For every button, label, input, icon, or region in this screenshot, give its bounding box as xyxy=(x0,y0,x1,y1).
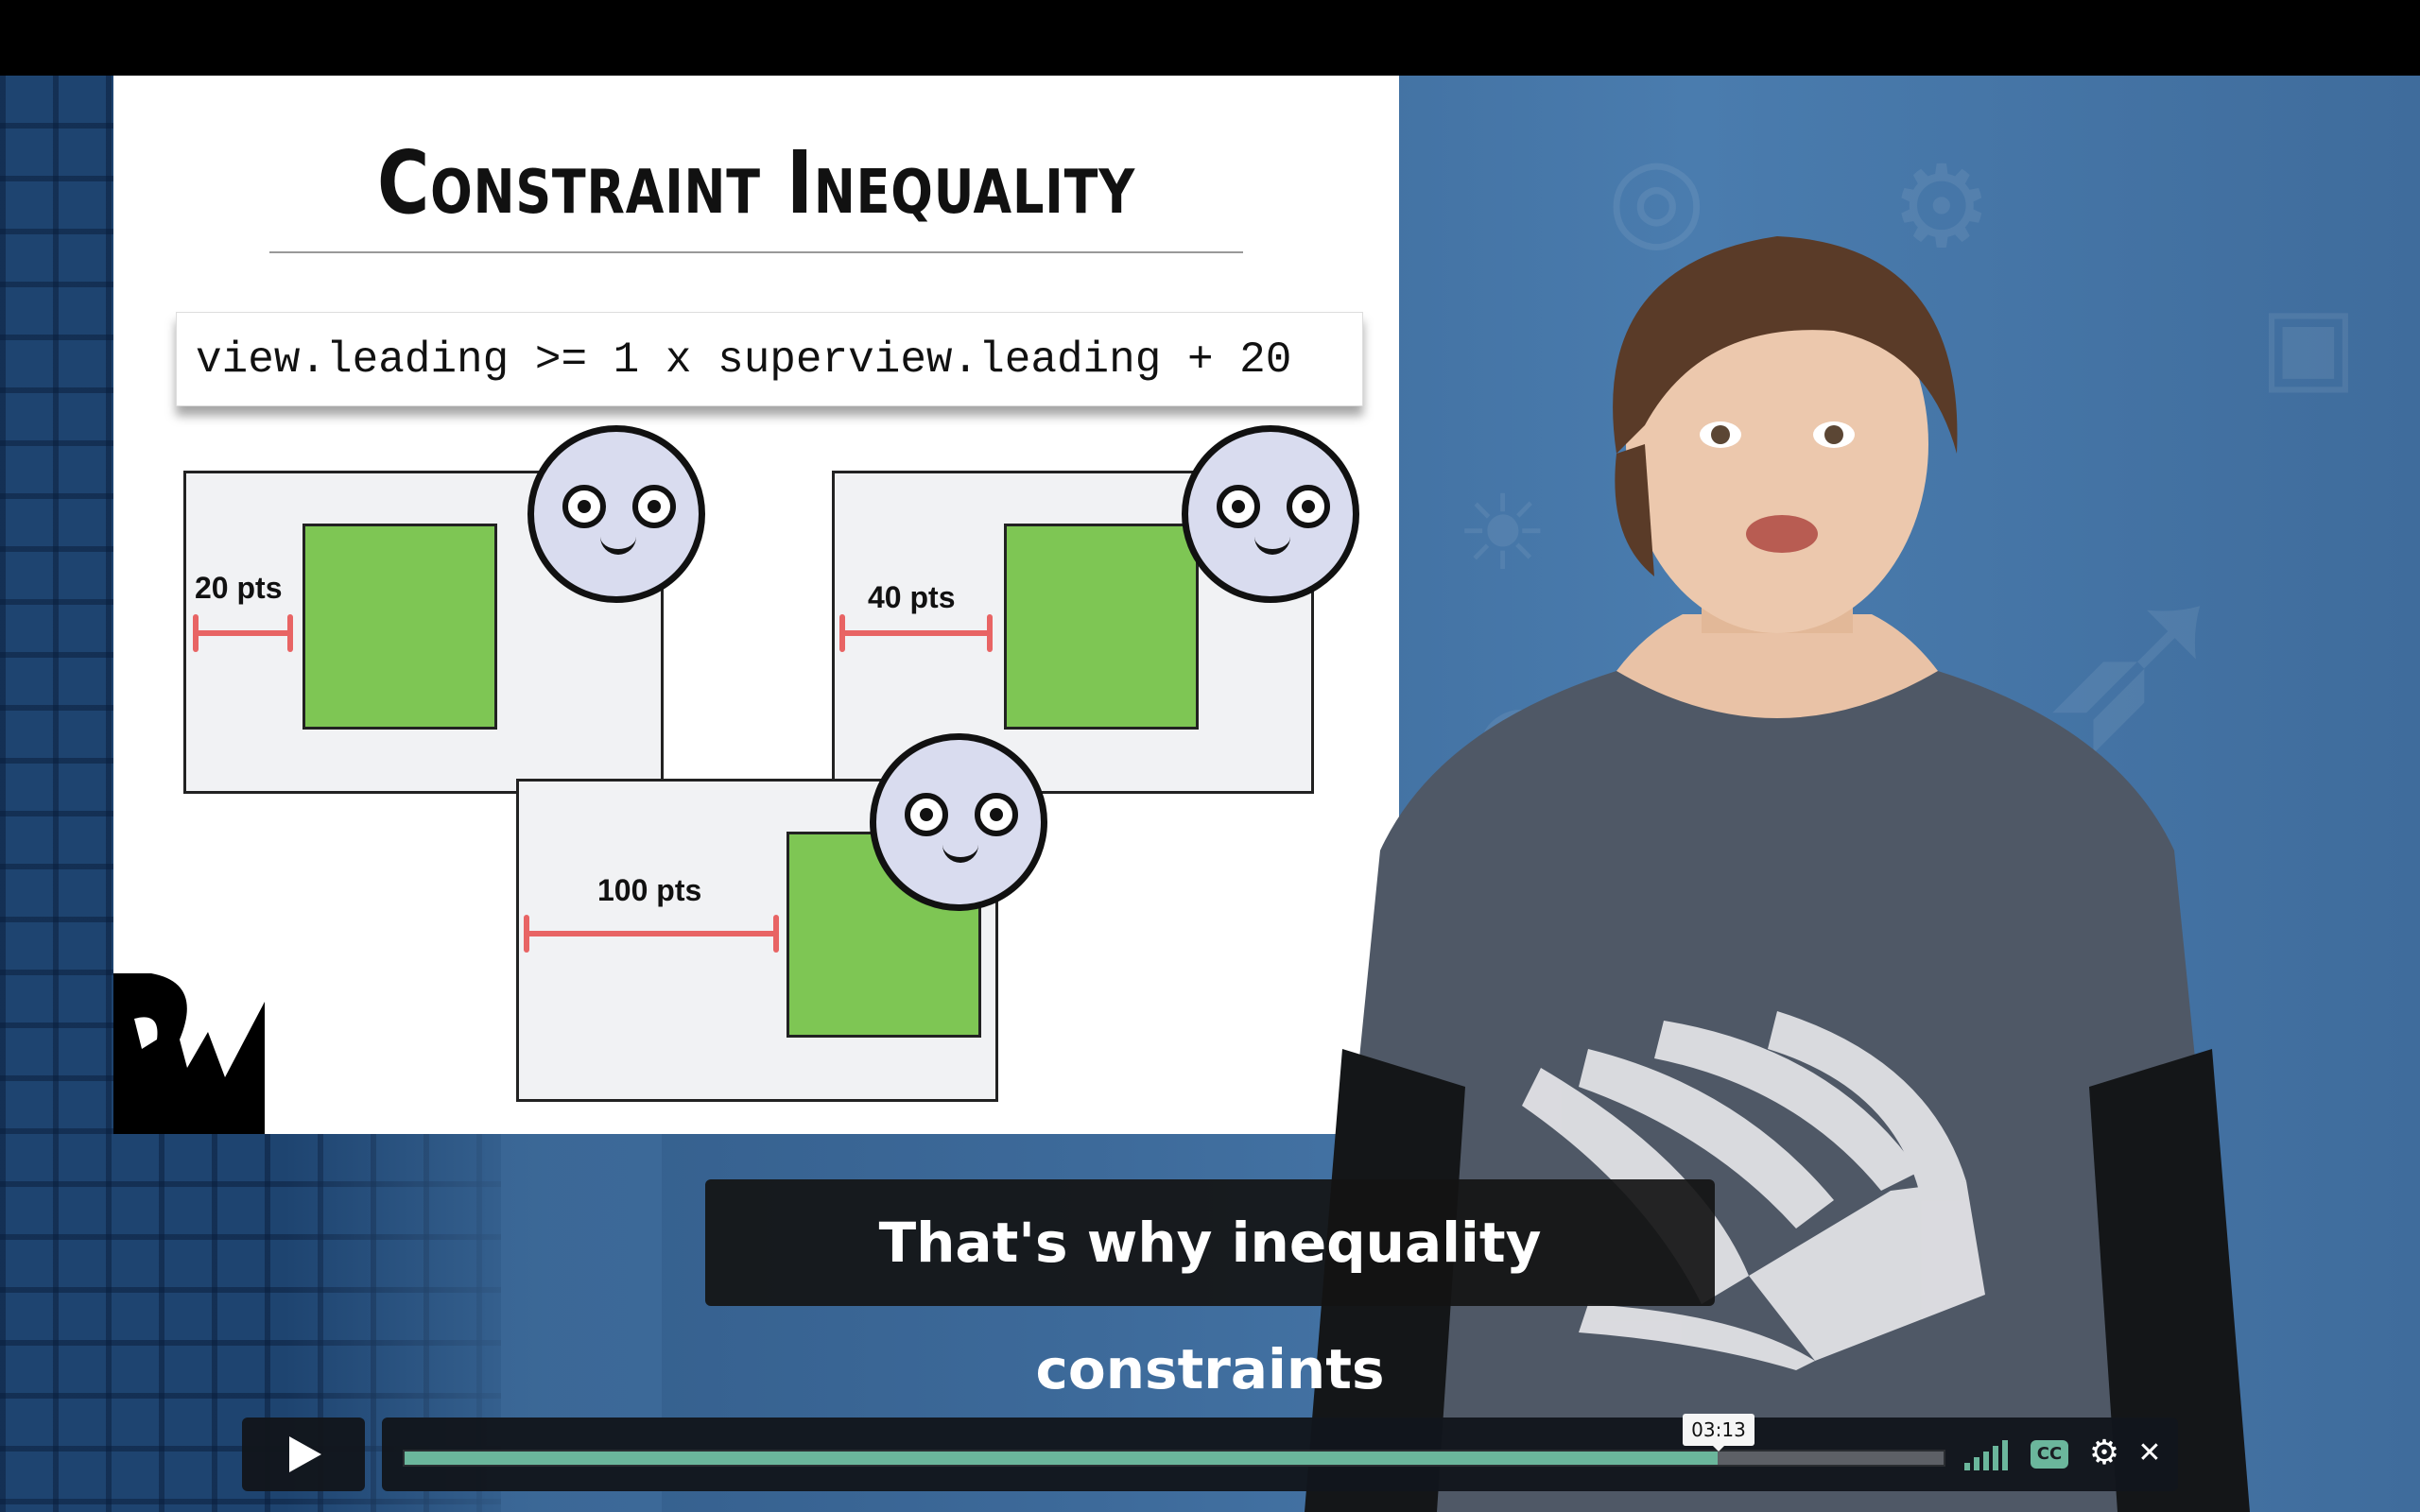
gear-icon[interactable]: ⚙ xyxy=(2088,1434,2120,1472)
progress-fill xyxy=(405,1452,1718,1465)
slide-title: Constraint Inequality xyxy=(376,132,1136,233)
code-text: view.leading >= 1 x superview.leading + … xyxy=(196,335,1292,385)
rw-logo-icon xyxy=(113,973,265,1134)
background-gear-icon: ⚙ xyxy=(1891,142,1993,273)
player-control-bar: CC ⚙ ✕ xyxy=(382,1418,2178,1491)
smiley-face-icon xyxy=(1182,425,1359,603)
progress-bar[interactable] xyxy=(403,1450,1945,1467)
presenter-figure xyxy=(1305,236,2250,1512)
green-view-20 xyxy=(302,524,497,730)
dimension-line-20 xyxy=(193,614,293,652)
dimension-line-40 xyxy=(839,614,993,652)
smiley-face-icon xyxy=(870,733,1047,911)
volume-bars-icon[interactable] xyxy=(1964,1438,2010,1470)
dimension-line-100 xyxy=(524,915,779,953)
background-clock-icon: ◎ xyxy=(1607,132,1706,264)
play-button[interactable] xyxy=(242,1418,365,1491)
background-box-icon: ▣ xyxy=(2259,284,2358,404)
title-divider xyxy=(269,251,1243,253)
background-bulb-icon: ☀ xyxy=(1456,472,1549,593)
code-box: view.leading >= 1 x superview.leading + … xyxy=(176,312,1363,406)
collapse-icon[interactable]: ✕ xyxy=(2137,1436,2162,1469)
presentation-slide: Constraint Inequality view.leading >= 1 … xyxy=(113,76,1399,1134)
smiley-face-icon xyxy=(527,425,705,603)
dimension-label-20: 20 pts xyxy=(195,571,283,605)
play-icon xyxy=(289,1436,321,1472)
closed-captions-button[interactable]: CC xyxy=(2031,1440,2068,1469)
time-tooltip: 03:13 xyxy=(1683,1414,1754,1452)
green-view-40 xyxy=(1004,524,1199,730)
subtitle-caption: That's why inequality constraints xyxy=(705,1179,1715,1401)
dimension-label-100: 100 pts xyxy=(597,873,702,907)
dimension-label-40: 40 pts xyxy=(868,580,956,614)
